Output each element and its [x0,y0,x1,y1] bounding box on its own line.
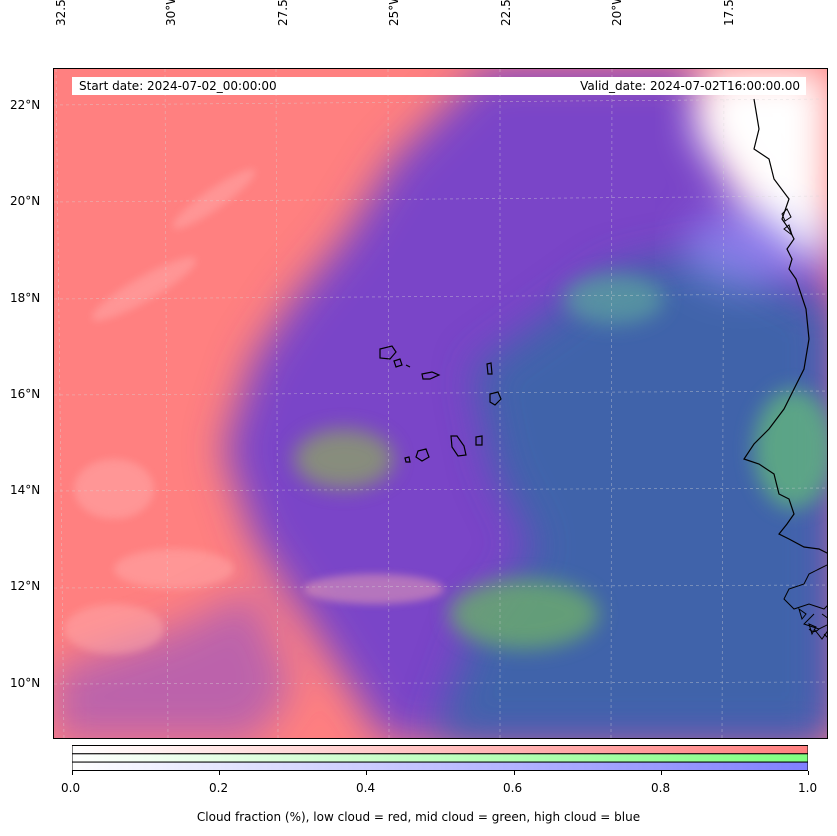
low-cloud-streak [91,257,197,321]
valid-date-label: Valid_date: 2024-07-02T16:00:00.00 [580,79,800,93]
colorbar-tick-label: 0.6 [503,781,523,795]
island-santiago [450,435,467,457]
colorbar-tick-label: 1.0 [798,781,818,795]
colorbar-row-mid [72,753,808,763]
lon-label-22-5w: 22.5°W [499,0,513,26]
lon-label-27-5w: 27.5°W [276,0,290,26]
coastline-guinea-bissau [783,564,827,640]
bijagos-islands [798,607,827,638]
island-santo-antao [379,345,397,360]
mid-cloud-patch-central [294,429,394,489]
island-senegal-offshore [781,208,793,237]
lat-label-10n: 10°N [10,676,41,690]
clear-sky-region [694,69,827,268]
lat-label-18n: 18°N [10,291,41,305]
lon-label-30w: 30°W [164,0,178,26]
lon-label-25w: 25°W [387,0,401,26]
lat-label-20n: 20°N [10,194,41,208]
date-info-box: Start date: 2024-07-02_00:00:00 Valid_da… [72,77,806,95]
mid-cloud-patch-north [564,274,664,324]
mid-cloud-patch-south [449,579,599,649]
colorbar-tick-mark [514,771,515,775]
gridlines [54,69,827,738]
colorbar-tick-mark [72,771,73,775]
cloud-fraction-map[interactable] [53,68,828,739]
lon-label-17-5w: 17.5°W [722,0,736,26]
purple-west-band [54,589,294,738]
lon-label-32-5w: 32.5°W [54,0,68,26]
island-sao-vicente [393,358,403,368]
colorbar-tick-mark [808,771,809,775]
colorbar-tick-mark [219,771,220,775]
colorbar-tick-label: 0.2 [209,781,229,795]
colorbar [72,745,808,771]
island-santa-luzia [405,364,411,368]
colorbar-tick-mark [366,771,367,775]
colorbar-label: Cloud fraction (%), low cloud = red, mid… [196,810,641,824]
colorbar-row-low [72,745,808,755]
colorbar-row-high [72,761,808,771]
mid-cloud-patch-east [754,389,827,509]
island-sao-nicolau [421,371,441,380]
start-date-label: Start date: 2024-07-02_00:00:00 [79,79,277,93]
island-sal [486,362,493,375]
low-cloud-streak [172,169,256,229]
lat-label-16n: 16°N [10,387,41,401]
low-cloud-streak [74,459,154,519]
coastline-west-africa [743,98,827,554]
colorbar-tick-label: 0.8 [651,781,671,795]
lat-label-12n: 12°N [10,579,41,593]
island-fogo [415,448,430,462]
colorbar-tick-label: 0.0 [61,781,81,795]
colorbar-tick-mark [661,771,662,775]
low-cloud-streak [114,549,234,589]
lon-label-20w: 20°W [610,0,624,26]
lat-label-22n: 22°N [10,98,41,112]
lat-label-14n: 14°N [10,483,41,497]
light-blue-halo [684,209,804,289]
low-cloud-streak [304,574,444,604]
island-maio [475,435,483,446]
low-cloud-streak [64,604,164,654]
cape-verde-islands [379,345,502,463]
island-boa-vista [489,391,502,406]
colorbar-tick-label: 0.4 [356,781,376,795]
island-brava [404,456,411,463]
